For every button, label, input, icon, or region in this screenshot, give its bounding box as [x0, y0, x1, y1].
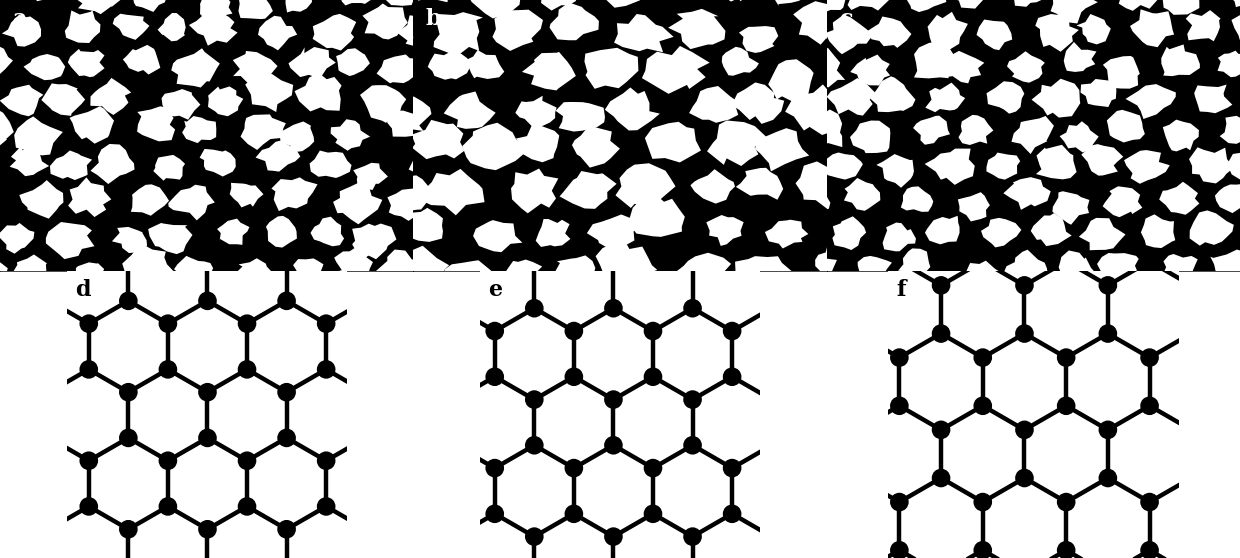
Text: f: f [897, 279, 906, 301]
Point [564, 326, 584, 335]
Point [1056, 546, 1076, 555]
Point [197, 525, 217, 533]
Point [931, 425, 951, 434]
Text: c: c [839, 8, 853, 30]
Point [157, 456, 177, 465]
Point [157, 319, 177, 328]
Point [79, 456, 99, 465]
Point [973, 401, 993, 410]
Point [79, 365, 99, 374]
Point [197, 388, 217, 397]
Point [316, 502, 336, 511]
Point [1014, 329, 1034, 338]
Point [118, 296, 138, 305]
Point [277, 296, 296, 305]
Point [1097, 425, 1117, 434]
Point [1140, 353, 1159, 362]
Text: d: d [76, 279, 91, 301]
Point [485, 372, 505, 381]
Point [485, 509, 505, 518]
Point [197, 434, 217, 442]
Point [722, 372, 742, 381]
Point [277, 388, 296, 397]
Point [1140, 546, 1159, 555]
Point [604, 304, 624, 312]
Point [889, 401, 909, 410]
Point [1056, 401, 1076, 410]
Point [118, 434, 138, 442]
Point [1014, 425, 1034, 434]
Point [485, 464, 505, 473]
Point [316, 456, 336, 465]
Point [237, 456, 257, 465]
Point [973, 546, 993, 555]
Point [973, 498, 993, 507]
Point [316, 365, 336, 374]
Point [644, 509, 663, 518]
Point [237, 502, 257, 511]
Point [1140, 498, 1159, 507]
Point [889, 498, 909, 507]
Point [973, 353, 993, 362]
Point [1140, 401, 1159, 410]
Point [1056, 498, 1076, 507]
Point [722, 509, 742, 518]
Point [1014, 281, 1034, 290]
Point [525, 395, 544, 404]
Point [889, 546, 909, 555]
Point [604, 532, 624, 541]
Point [277, 525, 296, 533]
Point [931, 281, 951, 290]
Point [525, 532, 544, 541]
Point [1056, 353, 1076, 362]
Point [683, 441, 703, 450]
Point [118, 388, 138, 397]
Point [1097, 474, 1117, 483]
Point [683, 395, 703, 404]
Point [79, 319, 99, 328]
Point [644, 464, 663, 473]
Point [157, 365, 177, 374]
Point [157, 502, 177, 511]
Point [564, 464, 584, 473]
Point [118, 525, 138, 533]
Point [237, 319, 257, 328]
Point [564, 372, 584, 381]
Point [1014, 474, 1034, 483]
Point [644, 372, 663, 381]
Text: e: e [489, 279, 502, 301]
Point [683, 532, 703, 541]
Point [722, 464, 742, 473]
Point [683, 304, 703, 312]
Point [889, 353, 909, 362]
Point [316, 319, 336, 328]
Point [564, 509, 584, 518]
Text: a: a [12, 8, 27, 30]
Point [277, 434, 296, 442]
Point [644, 326, 663, 335]
Point [604, 395, 624, 404]
Point [931, 474, 951, 483]
Point [525, 304, 544, 312]
Point [1097, 329, 1117, 338]
Point [1097, 281, 1117, 290]
Point [79, 502, 99, 511]
Point [485, 326, 505, 335]
Text: b: b [425, 8, 441, 30]
Point [931, 329, 951, 338]
Point [604, 441, 624, 450]
Point [197, 296, 217, 305]
Point [722, 326, 742, 335]
Point [237, 365, 257, 374]
Point [525, 441, 544, 450]
